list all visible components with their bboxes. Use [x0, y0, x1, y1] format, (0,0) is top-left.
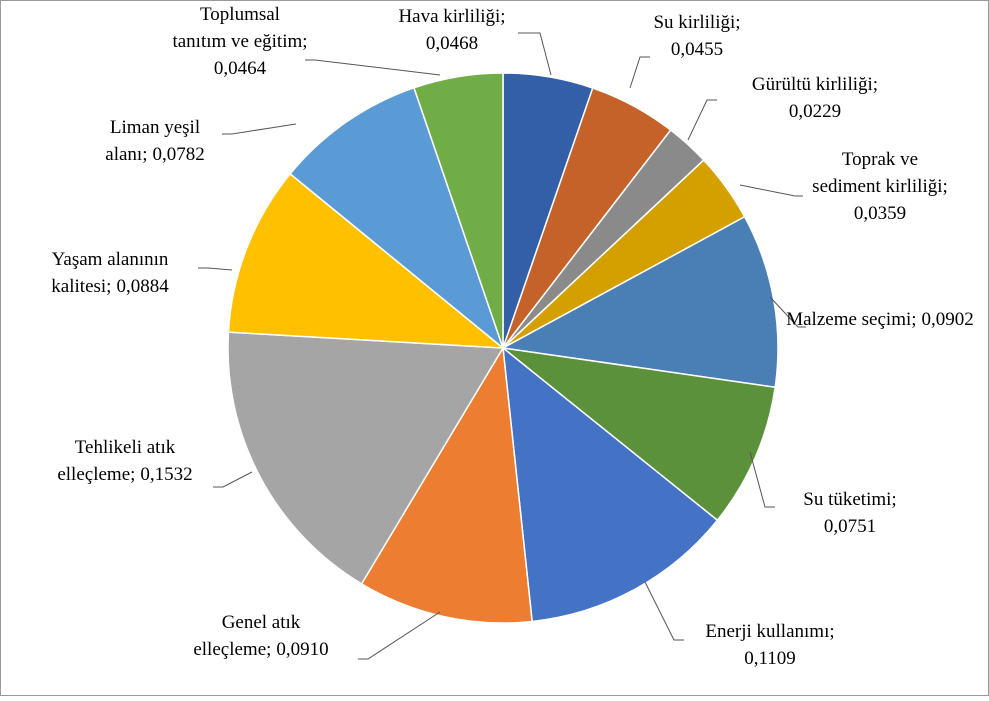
- label-line: Malzeme seçimi;: [786, 309, 916, 330]
- value-label: 0,1532: [140, 464, 192, 485]
- category-label: Toplumsal tanıtım ve eğitim;: [172, 4, 307, 52]
- value-label: 0,0468: [426, 33, 478, 54]
- leader-line: [749, 451, 775, 508]
- data-label: Hava kirliliği; 0,0468: [398, 6, 505, 54]
- data-label: Yaşam alanının kalitesi; 0,0884: [51, 249, 169, 297]
- label-line: elleçleme;: [193, 639, 271, 660]
- label-line: Hava kirliliği;: [398, 6, 505, 27]
- pie-slice: [500, 215, 779, 389]
- leader-line: [213, 471, 253, 488]
- data-label: Tehlikeli atık elleçleme; 0,1532: [57, 437, 192, 485]
- pie-slice: [289, 86, 505, 351]
- value-label: 0,0455: [671, 39, 723, 60]
- data-label: Liman yeşil alanı; 0,0782: [105, 117, 204, 165]
- value-label: 0,0782: [152, 144, 204, 165]
- label-line: tanıtım ve eğitim;: [172, 31, 307, 52]
- label-line: Liman yeşil: [110, 117, 200, 138]
- data-label: Su kirliliği; 0,0455: [653, 12, 740, 60]
- label-line: Toprak ve: [842, 149, 918, 170]
- leader-line: [629, 56, 650, 89]
- label-line: alanı;: [105, 144, 147, 165]
- label-line: Tehlikeli atık: [75, 437, 176, 458]
- value-label: 0,0464: [214, 58, 267, 79]
- category-label: Enerji kullanımı;: [705, 621, 834, 642]
- label-line: Gürültü kirliliği;: [752, 74, 878, 95]
- category-label: Malzeme seçimi;: [786, 309, 916, 330]
- label-line: Su tüketimi;: [803, 489, 896, 510]
- category-label: Su kirliliği;: [653, 12, 740, 33]
- category-label: Gürültü kirliliği;: [752, 74, 878, 95]
- leader-line: [518, 32, 552, 76]
- pie-slice: [227, 331, 505, 585]
- leader-line: [739, 184, 803, 197]
- leader-line: [644, 581, 684, 641]
- label-line: Enerji kullanımı;: [705, 621, 834, 642]
- label-line: Yaşam alanının: [52, 249, 169, 270]
- value-label: 0,0902: [922, 309, 974, 330]
- category-label: Tehlikeli atık elleçleme;: [57, 437, 175, 485]
- value-label: 0,0751: [824, 516, 876, 537]
- category-label: Hava kirliliği;: [398, 6, 505, 27]
- label-line: Su kirliliği;: [653, 12, 740, 33]
- label-line: Genel atık: [222, 612, 301, 633]
- label-line: elleçleme;: [57, 464, 135, 485]
- value-label: 0,0229: [789, 101, 841, 122]
- data-label: Gürültü kirliliği; 0,0229: [752, 74, 878, 122]
- category-label: Genel atık elleçleme;: [193, 612, 300, 660]
- leader-line: [769, 296, 806, 328]
- data-label: Toprak ve sediment kirliliği; 0,0359: [812, 149, 948, 224]
- data-label: Enerji kullanımı; 0,1109: [705, 621, 834, 669]
- value-label: 0,0910: [276, 639, 328, 660]
- leader-line: [687, 99, 717, 141]
- value-label: 0,1109: [744, 648, 796, 669]
- label-line: sediment kirliliği;: [812, 176, 948, 197]
- leader-line: [305, 59, 441, 76]
- pie-slice: [500, 346, 777, 522]
- value-label: 0,0359: [854, 203, 906, 224]
- leader-line: [198, 267, 233, 271]
- label-line: Toplumsal: [200, 4, 280, 25]
- data-label: Malzeme seçimi; 0,0902: [786, 309, 974, 330]
- pie-slice: [227, 172, 506, 349]
- pie-slice: [360, 345, 533, 624]
- data-label: Genel atık elleçleme; 0,0910: [193, 612, 328, 660]
- category-label: Liman yeşil alanı;: [105, 117, 200, 165]
- label-line: kalitesi;: [51, 276, 111, 297]
- category-label: Yaşam alanının kalitesi;: [51, 249, 169, 297]
- data-label: Toplumsal tanıtım ve eğitim; 0,0464: [172, 4, 307, 79]
- category-label: Toprak ve sediment kirliliği;: [812, 149, 948, 197]
- leader-line: [222, 123, 297, 135]
- data-label: Su tüketimi; 0,0751: [803, 489, 896, 537]
- category-label: Su tüketimi;: [803, 489, 896, 510]
- leader-line: [358, 611, 441, 660]
- pie-slice: [413, 72, 504, 349]
- value-label: 0,0884: [116, 276, 169, 297]
- pie-slice: [502, 346, 719, 623]
